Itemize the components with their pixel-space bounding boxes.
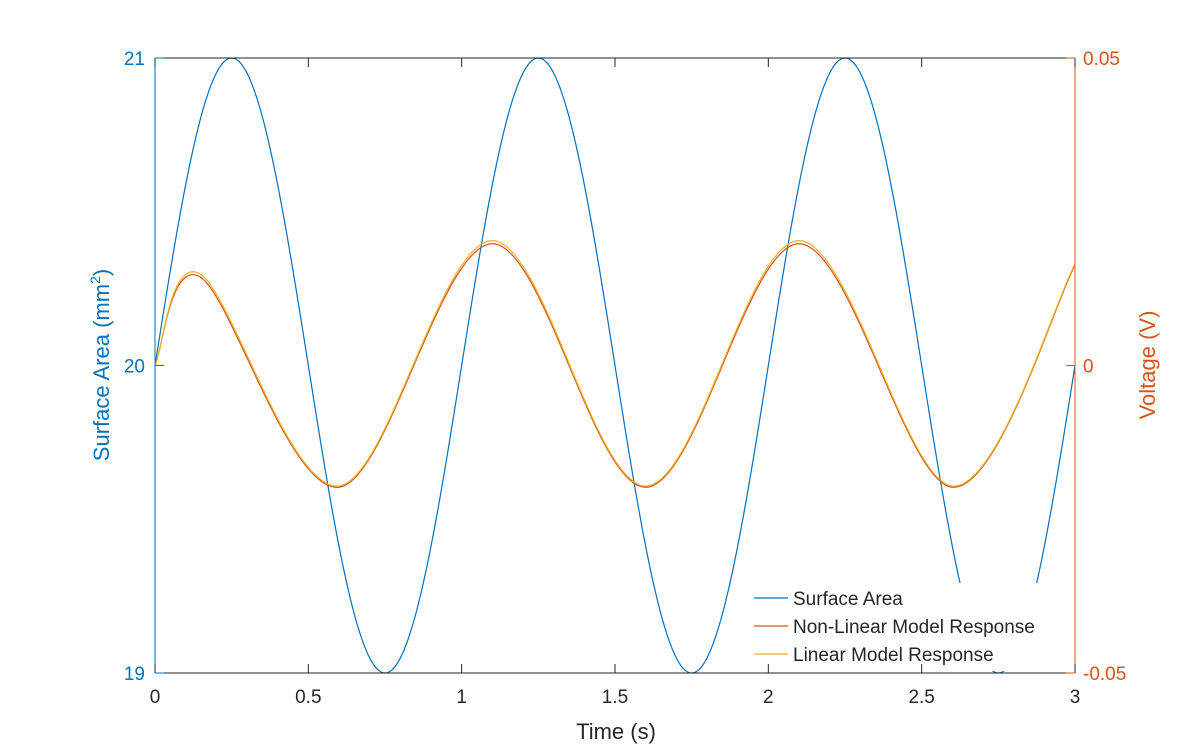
x-axis-label: Time (s) [576,719,656,744]
x-tick-label: 0.5 [295,687,321,708]
y-right-tick-label: 0.05 [1083,49,1120,70]
legend-label-surface-area: Surface Area [793,589,903,610]
plot-layer [154,57,1076,674]
legend-label-nonlinear: Non-Linear Model Response [793,617,1035,638]
x-tick-labels: 0 0.5 1 1.5 2 2.5 3 [150,687,1081,708]
y-right-axis-label: Voltage (V) [1135,311,1160,420]
y-left-tick-label: 21 [124,49,145,70]
x-tick-label: 3 [1070,687,1081,708]
series-line-surface-area [154,57,1076,674]
x-tick-label: 1 [456,687,467,708]
y-right-tick-labels: -0.05 0 0.05 [1083,49,1126,685]
series-line-nonlinear [154,243,1076,488]
y-left-tick-label: 20 [124,357,145,378]
y-right-tick-label: -0.05 [1083,664,1126,685]
y-left-axis-label: Surface Area (mm2) [87,269,114,461]
x-tick-label: 1.5 [602,687,628,708]
x-tick-label: 0 [150,687,161,708]
y-left-tick-labels: 19 20 21 [124,49,145,685]
legend-label-linear: Linear Model Response [793,645,994,666]
x-tick-label: 2.5 [908,687,934,708]
series-line-linear [154,240,1076,487]
x-tick-label: 2 [763,687,774,708]
legend-box [748,583,1070,671]
legend: Surface Area Non-Linear Model Response L… [748,583,1070,671]
axes-frame [154,57,1076,674]
y-right-tick-label: 0 [1083,357,1094,378]
y-left-tick-label: 19 [124,664,145,685]
